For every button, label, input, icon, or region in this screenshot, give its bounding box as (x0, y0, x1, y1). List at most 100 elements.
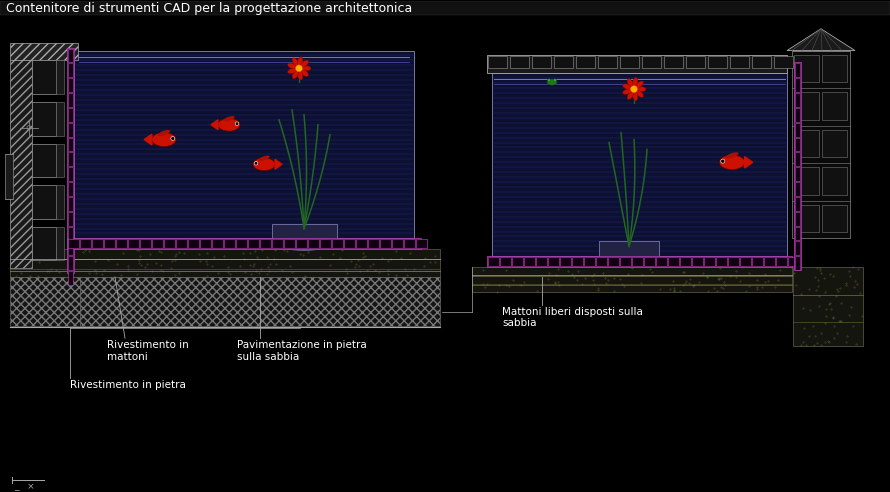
Bar (716, 257, 727, 266)
Bar (272, 240, 283, 248)
Bar (10, 61, 32, 268)
Bar (152, 240, 163, 248)
Polygon shape (787, 29, 855, 51)
Circle shape (721, 159, 724, 163)
Bar (764, 257, 775, 266)
Bar (68, 78, 73, 92)
Text: Rivestimento in pietra: Rivestimento in pietra (70, 380, 186, 390)
Bar (10, 277, 80, 326)
Bar (224, 240, 235, 248)
Bar (188, 240, 199, 248)
Bar (332, 240, 343, 248)
Bar (32, 102, 56, 136)
Bar (598, 57, 617, 68)
Bar (794, 130, 819, 157)
Bar (664, 57, 683, 68)
Bar (392, 240, 403, 248)
Bar (794, 92, 819, 120)
Bar (68, 153, 73, 166)
Bar (794, 62, 801, 270)
Bar (584, 257, 595, 266)
Ellipse shape (300, 69, 309, 76)
Bar (10, 249, 440, 277)
Ellipse shape (636, 87, 646, 92)
Bar (822, 205, 847, 233)
Circle shape (295, 65, 303, 72)
Bar (68, 271, 73, 285)
Bar (776, 257, 787, 266)
Bar (795, 123, 800, 137)
Ellipse shape (623, 89, 632, 94)
Bar (795, 153, 800, 166)
Bar (620, 257, 631, 266)
Bar (795, 167, 800, 181)
Bar (116, 240, 127, 248)
Text: Contenitore di strumenti CAD per la progettazione architettonica: Contenitore di strumenti CAD per la prog… (6, 1, 412, 15)
Bar (596, 257, 607, 266)
Text: Mattoni liberi disposti sulla
sabbia: Mattoni liberi disposti sulla sabbia (502, 307, 643, 328)
Bar (67, 239, 421, 249)
Bar (794, 167, 819, 195)
Bar (730, 57, 749, 68)
Bar (68, 242, 73, 255)
Bar (472, 267, 792, 292)
Bar (68, 226, 73, 241)
Ellipse shape (300, 60, 309, 67)
Bar (795, 212, 800, 225)
Bar (236, 240, 247, 248)
Bar (795, 78, 800, 92)
Bar (795, 63, 800, 77)
Bar (524, 257, 535, 266)
Ellipse shape (635, 81, 643, 89)
Ellipse shape (292, 70, 299, 79)
Bar (68, 240, 79, 248)
Bar (795, 182, 800, 196)
Bar (793, 267, 863, 346)
Bar (296, 240, 307, 248)
Bar (260, 240, 271, 248)
Ellipse shape (258, 155, 270, 161)
Bar (822, 92, 847, 120)
Bar (368, 240, 379, 248)
Bar (642, 57, 661, 68)
Bar (692, 257, 703, 266)
Bar (0, 1, 890, 15)
Bar (795, 226, 800, 241)
Bar (80, 277, 440, 326)
Bar (487, 56, 787, 73)
Bar (599, 242, 659, 259)
Bar (68, 167, 73, 181)
Bar (128, 240, 139, 248)
Bar (686, 57, 705, 68)
Bar (752, 257, 763, 266)
Bar (56, 102, 64, 136)
Bar (752, 57, 771, 68)
Bar (822, 130, 847, 157)
Bar (104, 240, 115, 248)
Bar (32, 144, 56, 177)
Bar (487, 256, 792, 267)
Polygon shape (275, 159, 282, 169)
Bar (794, 55, 819, 82)
Bar (67, 48, 74, 273)
Bar (320, 240, 331, 248)
Bar (356, 240, 367, 248)
Bar (510, 57, 529, 68)
Circle shape (255, 161, 258, 165)
Ellipse shape (297, 57, 303, 66)
Bar (164, 240, 175, 248)
Bar (10, 43, 78, 61)
Bar (5, 154, 13, 199)
Bar (608, 257, 619, 266)
Bar (68, 182, 73, 196)
Circle shape (171, 136, 174, 140)
Bar (68, 197, 73, 211)
Bar (56, 185, 64, 218)
Ellipse shape (297, 70, 303, 80)
Bar (740, 257, 751, 266)
Bar (68, 123, 73, 137)
Ellipse shape (152, 132, 176, 147)
Bar (404, 240, 415, 248)
Bar (792, 51, 850, 239)
Bar (248, 240, 259, 248)
